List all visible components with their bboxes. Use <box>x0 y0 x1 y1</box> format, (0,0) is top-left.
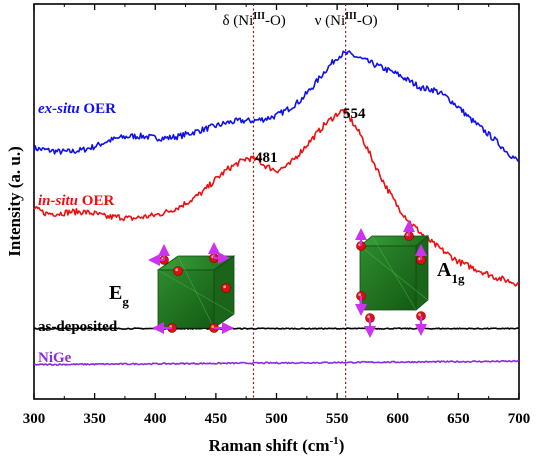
oxygen-atom <box>221 283 231 293</box>
band-label: δ (NiIII-O) <box>222 11 285 29</box>
octahedron-edge <box>371 235 417 311</box>
x-tick-label: 550 <box>326 411 349 427</box>
series-line-as-deposited <box>33 327 520 330</box>
atom-highlight <box>211 325 215 329</box>
atom-highlight <box>358 293 362 297</box>
eg-octahedron <box>148 242 236 334</box>
a1g-octahedron <box>355 220 430 338</box>
x-tick-label: 500 <box>265 411 288 427</box>
series-line-NiGe <box>33 359 520 366</box>
octahedron-face <box>157 269 215 329</box>
x-tick-label: 400 <box>144 411 167 427</box>
series-label: as-deposited <box>38 319 118 335</box>
mode-label: Eg <box>109 282 129 309</box>
series-label: ex-situ OER <box>38 101 116 117</box>
series-label: in-situ OER <box>38 193 114 209</box>
x-tick-label: 600 <box>387 411 410 427</box>
mode-label: A1g <box>437 259 465 286</box>
eg-cube <box>156 255 236 329</box>
y-axis-title: Intensity (a. u.) <box>5 146 24 257</box>
oxygen-atom <box>173 266 183 276</box>
x-tick-label: 350 <box>83 411 106 427</box>
band-label: ν (NiIII-O) <box>315 11 378 29</box>
x-tick-label: 650 <box>447 411 470 427</box>
octahedron-face <box>359 245 417 311</box>
x-tick-label: 700 <box>508 411 531 427</box>
a1g-cube <box>358 235 430 311</box>
atom-highlight <box>418 313 422 317</box>
x-tick-label: 450 <box>205 411 228 427</box>
octahedron-edge <box>177 255 215 329</box>
series-label: NiGe <box>38 350 72 366</box>
atom-highlight <box>175 268 179 272</box>
series-line-in-situ-OER <box>33 108 520 287</box>
peak-label: 481 <box>255 150 278 166</box>
peak-label: 554 <box>343 106 366 122</box>
atom-highlight <box>367 315 371 319</box>
x-tick-label: 300 <box>23 411 46 427</box>
series-line-ex-situ-OER <box>33 50 520 162</box>
x-axis-title: Raman shift (cm-1) <box>209 435 345 455</box>
atom-highlight <box>223 285 227 289</box>
